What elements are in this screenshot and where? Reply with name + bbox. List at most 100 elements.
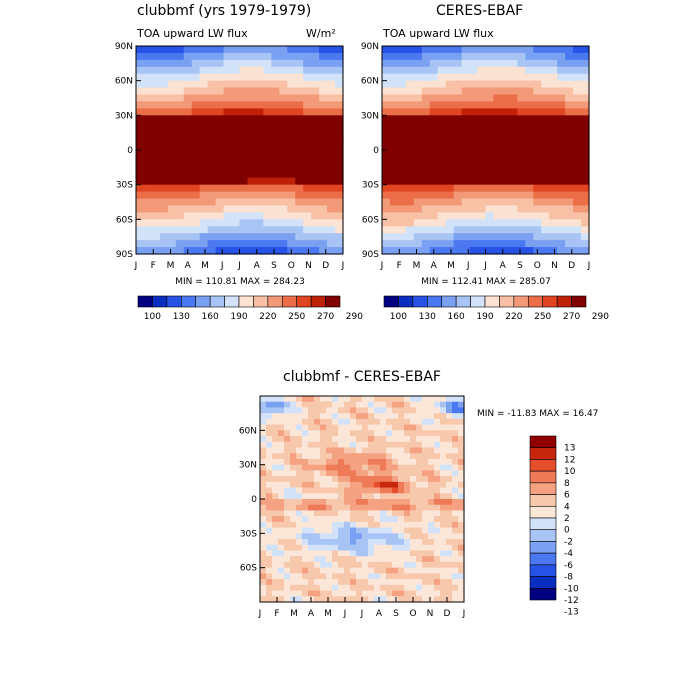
panel-2-cell bbox=[397, 219, 407, 227]
panel-1-cell bbox=[167, 170, 177, 179]
panel-3-cell bbox=[446, 550, 453, 557]
panel-1-cell bbox=[136, 156, 145, 165]
panel-3-cell bbox=[410, 521, 417, 529]
panel-2-cell bbox=[501, 150, 510, 158]
panel-3-cell bbox=[284, 464, 291, 471]
panel-2-cell bbox=[493, 122, 503, 130]
panel-3-cell bbox=[266, 447, 273, 454]
panel-1-cell bbox=[191, 156, 201, 165]
panel-2-cell bbox=[509, 59, 518, 68]
panel-3-cell bbox=[338, 504, 345, 512]
panel-2-cell bbox=[405, 101, 415, 109]
panel-2-cell bbox=[501, 240, 510, 248]
panel-1-colorbar-swatch bbox=[253, 295, 269, 308]
panel-2-cell bbox=[429, 52, 439, 61]
panel-3-cell bbox=[284, 458, 291, 466]
panel-2-cell bbox=[573, 198, 582, 207]
panel-2-cell bbox=[445, 233, 455, 241]
panel-2-cell bbox=[421, 212, 431, 220]
panel-3-cell bbox=[356, 453, 363, 460]
panel-3-cell bbox=[314, 407, 321, 414]
panel-3-cell bbox=[308, 584, 315, 592]
panel-2-cell bbox=[429, 170, 439, 179]
panel-2-cell bbox=[421, 191, 431, 200]
panel-3-xtick-label: J bbox=[258, 609, 262, 619]
panel-2-cell bbox=[573, 150, 582, 158]
panel-2-cell bbox=[405, 115, 415, 123]
panel-1-cell bbox=[223, 198, 233, 207]
panel-3-cell bbox=[320, 596, 327, 603]
panel-2-cell bbox=[437, 198, 447, 207]
panel-2-cell bbox=[533, 205, 542, 213]
panel-3-cell bbox=[458, 533, 465, 540]
panel-2-cell bbox=[429, 46, 439, 54]
panel-1-heatmap bbox=[136, 46, 344, 255]
panel-3-colorbar-label: 0 bbox=[564, 526, 570, 536]
panel-3-cell bbox=[392, 527, 399, 534]
panel-3-cell bbox=[332, 418, 339, 426]
panel-3-cell bbox=[362, 436, 369, 443]
panel-1-cell bbox=[223, 191, 233, 200]
panel-3-cell bbox=[326, 430, 333, 437]
panel-1-cell bbox=[136, 212, 145, 220]
panel-2-cell bbox=[485, 205, 495, 213]
panel-3-cell bbox=[314, 458, 321, 466]
panel-1-cell bbox=[263, 66, 272, 75]
panel-2-cell bbox=[485, 163, 495, 172]
panel-2-xtick-label: J bbox=[483, 261, 487, 271]
panel-2-cell bbox=[389, 205, 399, 213]
panel-1-cell bbox=[247, 240, 257, 248]
panel-2-cell bbox=[469, 233, 479, 241]
panel-1-cell bbox=[207, 156, 217, 165]
panel-2-cell bbox=[525, 87, 534, 96]
panel-1-cell bbox=[199, 122, 209, 130]
panel-3-cell bbox=[446, 470, 453, 477]
panel-3-cell bbox=[350, 424, 357, 431]
panel-2-cell bbox=[565, 205, 574, 213]
panel-3-cell bbox=[398, 447, 405, 454]
panel-3-cell bbox=[374, 493, 381, 500]
panel-1-cell bbox=[271, 247, 280, 255]
panel-2-cell bbox=[469, 129, 479, 137]
panel-3-cell bbox=[362, 447, 369, 454]
panel-2-cell bbox=[565, 59, 574, 68]
panel-3-cell bbox=[338, 584, 345, 592]
panel-2-colorbar-swatch bbox=[499, 295, 515, 308]
panel-1-cell bbox=[136, 163, 145, 172]
panel-3-cell bbox=[410, 481, 417, 489]
panel-2-cell bbox=[382, 170, 391, 179]
panel-1-cell bbox=[231, 46, 241, 54]
panel-3-cell bbox=[374, 579, 381, 586]
panel-3-cell bbox=[344, 516, 351, 523]
panel-2-cell bbox=[509, 247, 518, 255]
panel-3-cell bbox=[356, 407, 363, 414]
panel-3-cell bbox=[272, 504, 279, 512]
panel-1-cell bbox=[191, 136, 201, 144]
panel-3-cell bbox=[344, 401, 351, 409]
panel-1-cell bbox=[151, 198, 161, 207]
panel-1-cell bbox=[335, 233, 344, 241]
panel-2-cell bbox=[493, 94, 503, 103]
panel-3-cell bbox=[320, 584, 327, 592]
panel-3-cell bbox=[290, 453, 297, 460]
panel-3-cell bbox=[446, 584, 453, 592]
panel-3-cell bbox=[332, 579, 339, 586]
panel-1-cell bbox=[167, 115, 177, 123]
panel-2-cell bbox=[445, 80, 455, 89]
panel-3-cell bbox=[344, 436, 351, 443]
panel-2-cell bbox=[437, 240, 447, 248]
panel-2-cell bbox=[493, 129, 503, 137]
panel-3-cell bbox=[398, 573, 405, 580]
panel-3-cell bbox=[452, 493, 459, 500]
panel-2-cell bbox=[445, 87, 455, 96]
panel-3-cell bbox=[266, 590, 273, 597]
panel-3-cell bbox=[452, 521, 459, 529]
panel-1-cell bbox=[311, 108, 320, 116]
panel-1-cell bbox=[167, 191, 177, 200]
panel-3-cell bbox=[392, 539, 399, 546]
panel-2-cell bbox=[517, 240, 526, 248]
panel-1-xtick-label: O bbox=[288, 261, 295, 271]
panel-1-cell bbox=[143, 136, 153, 144]
